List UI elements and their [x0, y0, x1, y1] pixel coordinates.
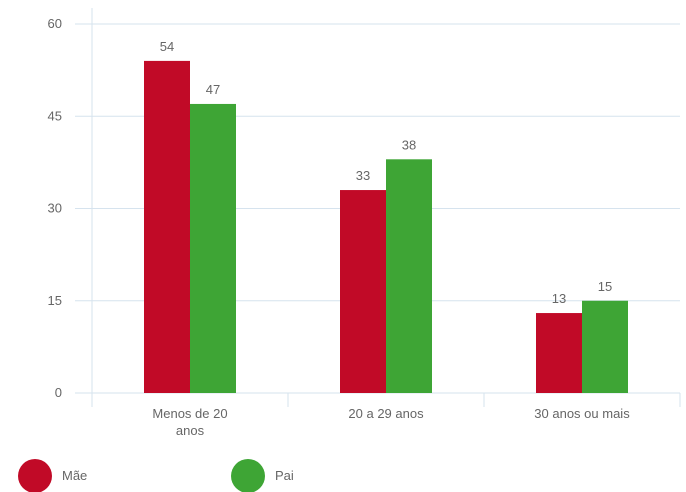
data-label: 54 [160, 39, 174, 54]
data-label: 38 [402, 137, 416, 152]
legend-swatch [18, 459, 52, 492]
x-tick-label: 30 anos ou mais [534, 406, 630, 421]
data-label: 33 [356, 168, 370, 183]
y-tick-label: 15 [48, 293, 62, 308]
legend-label: Pai [275, 468, 294, 483]
bar [582, 300, 628, 393]
x-tick-label: 20 a 29 anos [348, 406, 424, 421]
bar [536, 313, 582, 393]
y-tick-label: 45 [48, 108, 62, 123]
y-tick-label: 60 [48, 16, 62, 31]
legend-label: Mãe [62, 468, 87, 483]
data-label: 13 [552, 291, 566, 306]
bar [144, 60, 190, 394]
data-label: 15 [598, 279, 612, 294]
bar [190, 103, 236, 393]
data-label: 47 [206, 82, 220, 97]
bar [386, 159, 432, 393]
x-tick-label: Menos de 20 anos [152, 406, 227, 438]
y-tick-label: 30 [48, 201, 62, 216]
legend-swatch [231, 459, 265, 492]
bar [340, 190, 386, 393]
y-tick-label: 0 [55, 385, 62, 400]
